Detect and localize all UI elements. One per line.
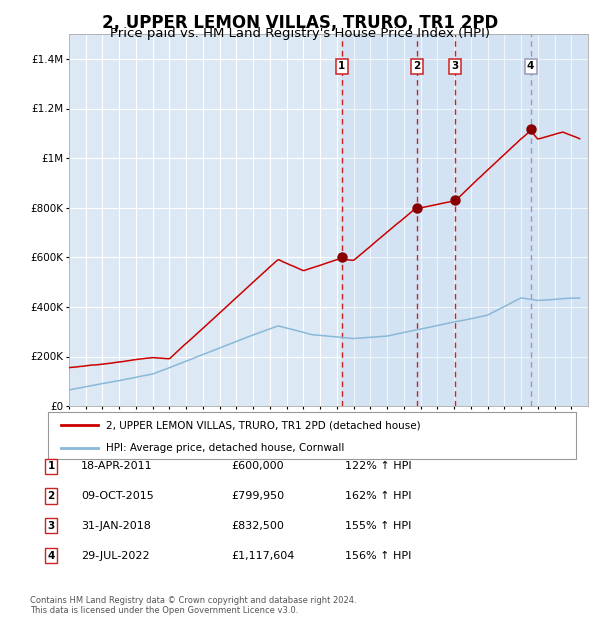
Text: 4: 4 [47, 551, 55, 560]
Text: £799,950: £799,950 [231, 491, 284, 501]
Text: 2: 2 [413, 61, 421, 71]
Text: 122% ↑ HPI: 122% ↑ HPI [345, 461, 412, 471]
Text: 1: 1 [47, 461, 55, 471]
Text: 18-APR-2011: 18-APR-2011 [81, 461, 152, 471]
Text: 155% ↑ HPI: 155% ↑ HPI [345, 521, 412, 531]
Bar [342, 34, 588, 406]
Text: 3: 3 [47, 521, 55, 531]
Text: 162% ↑ HPI: 162% ↑ HPI [345, 491, 412, 501]
Text: 31-JAN-2018: 31-JAN-2018 [81, 521, 151, 531]
Text: 29-JUL-2022: 29-JUL-2022 [81, 551, 149, 560]
Text: Contains HM Land Registry data © Crown copyright and database right 2024.
This d: Contains HM Land Registry data © Crown c… [30, 596, 356, 615]
Text: £832,500: £832,500 [231, 521, 284, 531]
Text: £1,117,604: £1,117,604 [231, 551, 295, 560]
Text: 2: 2 [47, 491, 55, 501]
Text: 156% ↑ HPI: 156% ↑ HPI [345, 551, 412, 560]
Text: 2, UPPER LEMON VILLAS, TRURO, TR1 2PD (detached house): 2, UPPER LEMON VILLAS, TRURO, TR1 2PD (d… [106, 420, 421, 430]
Text: £600,000: £600,000 [231, 461, 284, 471]
Text: Price paid vs. HM Land Registry's House Price Index (HPI): Price paid vs. HM Land Registry's House … [110, 27, 490, 40]
Text: 09-OCT-2015: 09-OCT-2015 [81, 491, 154, 501]
Text: 4: 4 [527, 61, 534, 71]
Text: 2, UPPER LEMON VILLAS, TRURO, TR1 2PD: 2, UPPER LEMON VILLAS, TRURO, TR1 2PD [102, 14, 498, 32]
Text: HPI: Average price, detached house, Cornwall: HPI: Average price, detached house, Corn… [106, 443, 344, 453]
FancyBboxPatch shape [48, 412, 576, 459]
Text: 1: 1 [338, 61, 346, 71]
Text: 3: 3 [452, 61, 459, 71]
